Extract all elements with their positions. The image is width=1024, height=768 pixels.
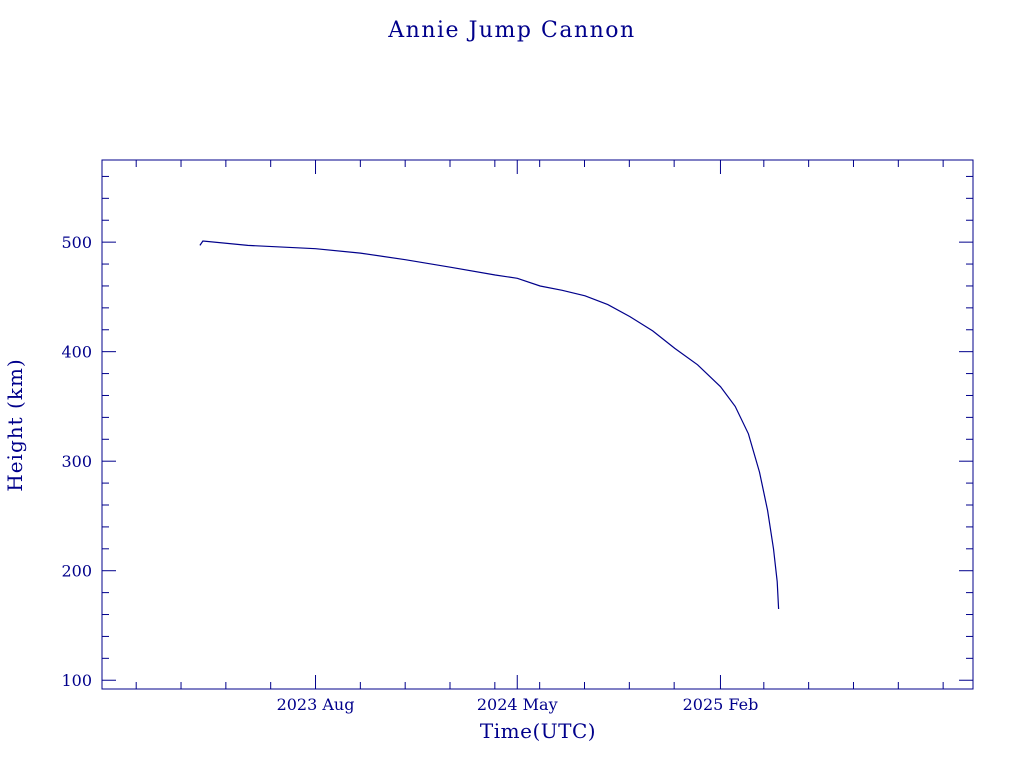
x-tick-labels: 2023 Aug 2024 May 2025 Feb <box>277 695 759 714</box>
x-tick-label: 2023 Aug <box>277 695 355 714</box>
plot-frame <box>101 159 974 690</box>
y-tick-label: 400 <box>61 343 92 362</box>
x-tick-label: 2024 May <box>477 695 558 714</box>
y-tick-labels: 100 200 300 400 500 <box>61 233 92 690</box>
chart-title: Annie Jump Cannon <box>387 18 635 43</box>
y-tick-label: 500 <box>61 233 92 252</box>
x-axis-label: Time(UTC) <box>480 719 596 743</box>
y-tick-label: 300 <box>61 452 92 471</box>
y-axis-label: Height (km) <box>3 358 27 491</box>
y-tick-label: 200 <box>61 562 92 581</box>
axis-ticks <box>102 160 973 689</box>
x-tick-label: 2025 Feb <box>683 695 759 714</box>
y-tick-label: 100 <box>61 671 92 690</box>
height-series-line <box>199 240 780 610</box>
